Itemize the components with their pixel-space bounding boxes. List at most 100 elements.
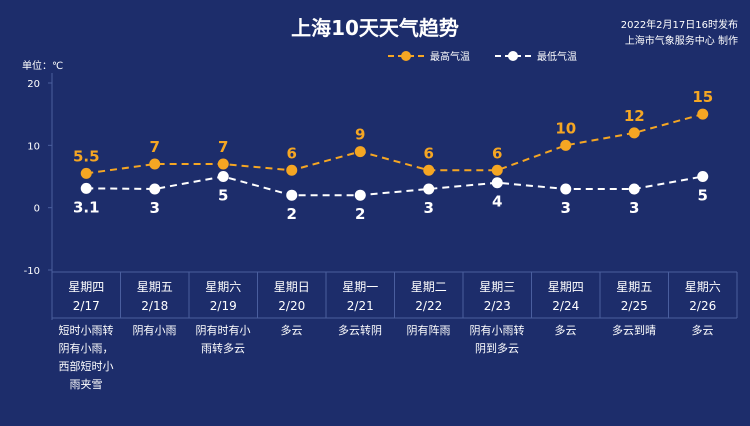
date-label: 2/25 (621, 299, 648, 313)
weekday-label: 星期五 (616, 280, 652, 294)
data-point (354, 189, 366, 201)
date-label: 2/26 (689, 299, 716, 313)
date-label: 2/18 (141, 299, 168, 313)
weekday-label: 星期五 (137, 280, 173, 294)
data-point (217, 158, 229, 170)
data-label: 10 (555, 119, 576, 137)
weather-description: 短时小雨转阴有小雨， 西部短时小雨夹雪 (52, 322, 120, 394)
y-tick-label: 10 (27, 141, 40, 152)
date-label: 2/21 (347, 299, 374, 313)
data-point (491, 164, 503, 176)
data-label: 3 (629, 199, 639, 217)
data-label: 2 (355, 205, 365, 223)
weather-description: 阴有小雨 (121, 322, 189, 340)
data-label: 12 (624, 107, 645, 125)
legend-marker-1 (508, 51, 518, 61)
data-point (628, 183, 640, 195)
data-label: 3.1 (73, 198, 100, 216)
weather-description: 阴有时有小 雨转多云 (189, 322, 257, 358)
data-point (560, 183, 572, 195)
data-point (149, 183, 161, 195)
series-line-1 (86, 175, 703, 197)
data-label: 3 (424, 199, 434, 217)
date-label: 2/24 (552, 299, 579, 313)
data-point (697, 171, 709, 182)
weather-description: 多云到晴 (600, 322, 668, 340)
weather-description-line: 雨夹雪 (69, 378, 103, 391)
data-label: 6 (492, 144, 502, 162)
weather-description-line: 阴有小雨转 (469, 324, 525, 337)
data-label: 2 (287, 205, 297, 223)
weekday-label: 星期一 (342, 280, 378, 294)
weather-description-line: 多云到晴 (612, 324, 656, 337)
weather-description: 多云转阴 (326, 322, 394, 340)
weekday-label: 星期四 (68, 280, 104, 294)
data-point (286, 189, 298, 201)
weekday-label: 星期三 (479, 280, 515, 294)
weekday-label: 星期日 (274, 280, 310, 294)
weekday-label: 星期二 (411, 280, 447, 294)
data-point (149, 158, 161, 170)
data-label: 9 (355, 126, 365, 144)
date-label: 2/20 (278, 299, 305, 313)
publisher: 上海市气象服务中心 制作 (624, 36, 738, 47)
weekday-label: 星期六 (685, 280, 721, 294)
weather-description-line: 多云 (554, 324, 577, 337)
data-point (80, 182, 92, 194)
data-label: 5.5 (73, 147, 100, 165)
data-point (423, 164, 435, 176)
data-label: 6 (424, 144, 434, 162)
data-point (491, 177, 503, 189)
y-axis-unit: 单位：℃ (22, 61, 64, 72)
weather-description-line: 阴有小雨 (132, 324, 177, 337)
data-label: 7 (150, 138, 160, 156)
data-point (560, 139, 572, 151)
data-point (423, 183, 435, 195)
weather-description: 多云 (669, 322, 737, 340)
data-point (286, 164, 298, 176)
weather-description-line: 多云 (280, 324, 303, 337)
legend-label-1: 最低气温 (537, 50, 577, 63)
legend-label-0: 最高气温 (430, 50, 470, 63)
y-tick-label: 0 (34, 204, 40, 215)
y-tick-label: 20 (27, 79, 40, 90)
data-label: 7 (218, 138, 228, 156)
data-label: 3 (150, 199, 160, 217)
weather-description: 阴有阵雨 (395, 322, 463, 340)
weather-description-line: 多云 (691, 324, 714, 337)
weather-description-line: 短时小雨转 (58, 324, 114, 337)
data-label: 5 (698, 187, 708, 205)
y-tick-label: -10 (24, 266, 40, 277)
date-label: 2/19 (210, 299, 237, 313)
data-point (217, 171, 229, 182)
weekday-label: 星期六 (205, 280, 241, 294)
data-point (697, 108, 709, 120)
data-label: 5 (218, 187, 228, 205)
weekday-label: 星期四 (548, 280, 584, 294)
weather-description-line: 阴到多云 (475, 342, 519, 355)
page-title: 上海10天天气趋势 (291, 16, 459, 40)
weather-description-line: 阴有小雨， (58, 342, 114, 355)
weather-description-line: 阴有阵雨 (406, 324, 451, 337)
weather-description-line: 西部短时小 (58, 360, 114, 373)
data-point (354, 146, 366, 158)
data-label: 3 (561, 199, 571, 217)
weather-description-line: 阴有时有小 (195, 324, 251, 337)
weather-description-line: 雨转多云 (201, 342, 245, 355)
legend-marker-0 (401, 51, 411, 61)
data-label: 4 (492, 193, 502, 211)
weather-description: 多云 (258, 322, 326, 340)
date-label: 2/23 (484, 299, 511, 313)
weather-description-line: 多云转阴 (338, 324, 382, 337)
weather-description: 阴有小雨转 阴到多云 (463, 322, 531, 358)
data-point (628, 127, 640, 139)
data-point (80, 167, 92, 179)
data-label: 15 (692, 88, 713, 106)
date-label: 2/22 (415, 299, 442, 313)
data-label: 6 (287, 144, 297, 162)
publish-info: 2022年2月17日16时发布 上海市气象服务中心 制作 (621, 18, 738, 50)
date-label: 2/17 (73, 299, 100, 313)
series-line-0 (86, 113, 704, 175)
weather-description: 多云 (532, 322, 600, 340)
